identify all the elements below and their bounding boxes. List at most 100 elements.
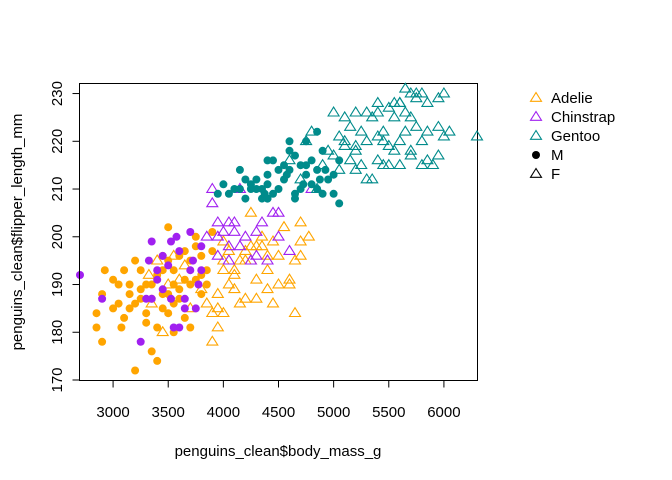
data-point xyxy=(109,304,118,313)
legend-marker xyxy=(529,129,543,140)
data-point xyxy=(272,206,285,217)
x-tick-label: 3000 xyxy=(96,404,129,421)
data-point xyxy=(211,215,225,227)
data-point xyxy=(282,170,291,179)
data-point xyxy=(227,282,241,294)
data-point xyxy=(398,106,412,117)
data-point xyxy=(261,254,274,265)
data-point xyxy=(189,256,197,265)
data-point xyxy=(318,189,327,198)
data-point xyxy=(393,96,407,107)
data-point xyxy=(409,86,423,98)
data-point xyxy=(249,225,263,236)
series-chinstrap-f xyxy=(200,182,319,265)
data-point xyxy=(365,172,379,184)
data-point xyxy=(180,275,189,284)
data-point xyxy=(180,247,189,256)
x-tick-label: 4000 xyxy=(207,404,240,421)
data-point xyxy=(125,304,134,313)
data-point xyxy=(216,225,230,236)
data-point xyxy=(249,292,263,303)
data-point xyxy=(332,129,346,141)
data-point xyxy=(186,266,195,275)
data-point xyxy=(175,247,184,256)
data-point xyxy=(142,294,151,303)
data-point xyxy=(164,261,173,270)
data-point xyxy=(274,165,283,174)
data-point xyxy=(437,86,451,98)
x-tick-label: 5500 xyxy=(372,404,405,421)
data-point xyxy=(153,275,162,284)
data-point xyxy=(415,134,429,146)
data-point xyxy=(120,313,129,322)
data-point xyxy=(197,266,206,275)
data-point xyxy=(360,172,374,184)
data-point xyxy=(263,170,272,179)
data-point xyxy=(313,127,322,136)
y-tick-label: 230 xyxy=(49,81,66,106)
data-point xyxy=(371,153,385,165)
data-point xyxy=(269,156,277,165)
data-point xyxy=(299,180,308,189)
data-point xyxy=(329,189,338,198)
data-point xyxy=(164,223,173,232)
data-point xyxy=(261,249,274,260)
data-point xyxy=(307,156,316,165)
data-point xyxy=(238,254,252,265)
data-point xyxy=(252,175,261,184)
data-point xyxy=(338,134,352,146)
data-point xyxy=(382,158,396,170)
data-point xyxy=(307,180,316,189)
data-point xyxy=(338,110,352,122)
data-point xyxy=(219,180,228,189)
data-point xyxy=(294,215,308,227)
data-point xyxy=(216,263,230,275)
data-point xyxy=(197,290,206,299)
data-point xyxy=(360,134,374,146)
data-point xyxy=(142,309,151,318)
data-point xyxy=(241,194,250,203)
legend-item-gentoo: Gentoo xyxy=(529,128,600,145)
data-point xyxy=(442,125,456,136)
data-point xyxy=(241,175,250,184)
data-point xyxy=(318,146,327,155)
data-point xyxy=(211,320,225,332)
data-point xyxy=(230,185,239,193)
data-point xyxy=(131,256,140,265)
data-point xyxy=(274,185,283,193)
data-point xyxy=(235,185,244,193)
data-point xyxy=(136,285,145,294)
data-point xyxy=(272,230,285,241)
data-point xyxy=(169,266,178,275)
data-point xyxy=(349,106,363,117)
x-axis: 3000 3500 4000 4500 5000 5500 6000 xyxy=(96,380,461,421)
data-point xyxy=(222,239,236,251)
data-point xyxy=(269,189,277,198)
data-point xyxy=(191,232,200,241)
data-point xyxy=(186,228,195,236)
data-point xyxy=(227,263,241,275)
data-point xyxy=(294,249,308,260)
data-point xyxy=(393,158,407,170)
data-point xyxy=(398,82,412,93)
data-point xyxy=(172,273,186,284)
data-point xyxy=(296,161,305,170)
data-point xyxy=(147,280,156,289)
legend: Adelie Chinstrap Gentoo MF xyxy=(529,90,615,183)
data-point xyxy=(156,325,170,337)
data-point xyxy=(335,156,344,165)
legend-label: Gentoo xyxy=(551,128,600,145)
y-tick-label: 190 xyxy=(49,272,66,297)
data-point xyxy=(354,125,368,136)
data-point xyxy=(349,139,363,150)
legend-marker xyxy=(529,110,543,121)
data-point xyxy=(175,294,184,303)
data-point xyxy=(136,294,145,303)
y-axis: 170 180 190 200 210 220 230 xyxy=(49,81,80,393)
y-tick-label: 210 xyxy=(49,177,66,202)
data-point xyxy=(238,230,252,241)
data-point xyxy=(222,215,236,227)
data-point xyxy=(302,170,311,179)
data-point xyxy=(131,299,140,308)
legend-item-f: F xyxy=(529,166,560,183)
